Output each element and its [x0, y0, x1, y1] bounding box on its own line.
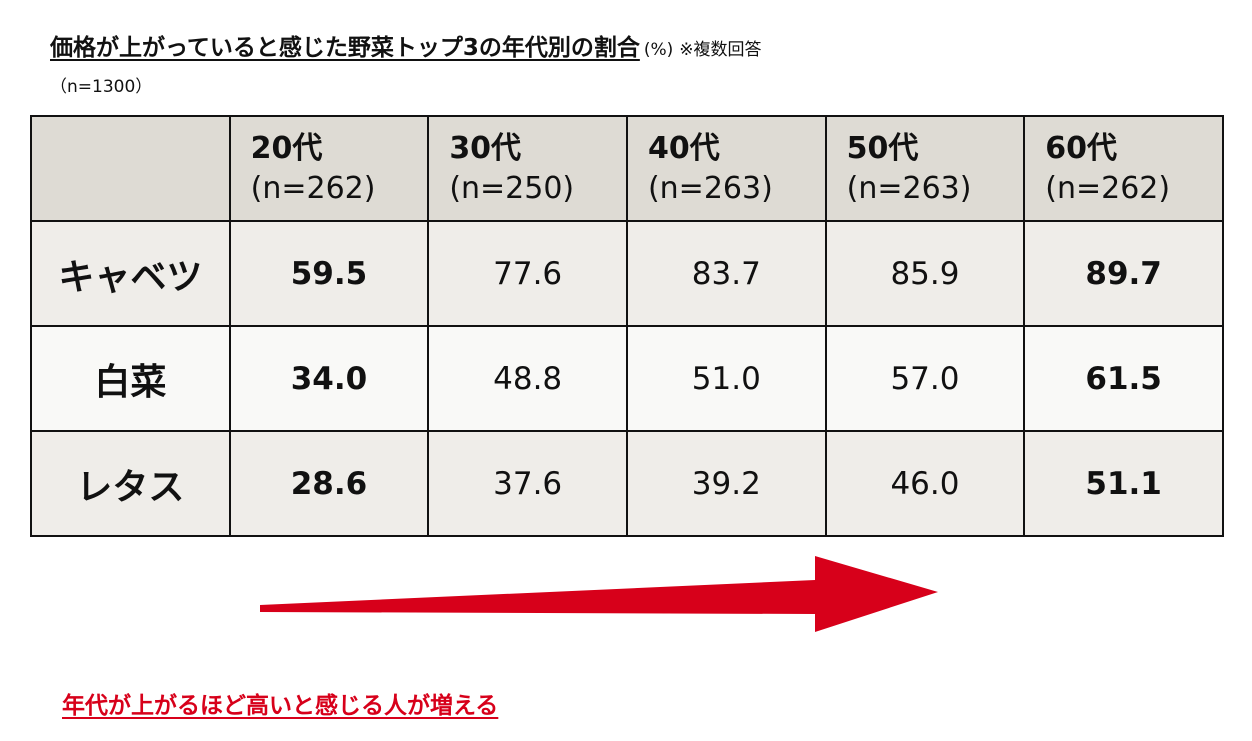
- age-group: 40代: [647, 130, 720, 166]
- value-cell: 59.5: [228, 220, 430, 327]
- column-header: 20代 (n=262): [228, 115, 430, 222]
- value-cell: 34.0: [228, 325, 430, 432]
- title: 価格が上がっていると感じた野菜トップ3の年代別の割合: [50, 35, 640, 61]
- column-header: 60代 (n=262): [1023, 115, 1224, 222]
- age-group: 60代: [1045, 130, 1118, 166]
- unit: (%): [643, 40, 674, 60]
- value-cell: 46.0: [824, 430, 1026, 537]
- value-cell: 83.7: [625, 220, 827, 327]
- value-cell: 89.7: [1023, 220, 1224, 327]
- value-cell: 61.5: [1023, 325, 1224, 432]
- column-header: 40代 (n=263): [625, 115, 827, 222]
- age-group: 50代: [846, 130, 919, 166]
- sample-size: (n=250): [449, 170, 575, 206]
- title-line: 価格が上がっていると感じた野菜トップ3の年代別の割合 (%) ※複数回答: [50, 28, 762, 62]
- row-label: キャベツ: [30, 220, 231, 327]
- sample-size: (n=262): [1045, 170, 1171, 206]
- age-group: 20代: [250, 130, 323, 166]
- value-cell: 48.8: [427, 325, 628, 432]
- sample-size: （n=1300）: [50, 77, 153, 97]
- value-cell: 57.0: [824, 325, 1026, 432]
- value-cell: 77.6: [427, 220, 628, 327]
- value-cell: 37.6: [427, 430, 628, 537]
- value-cell: 28.6: [228, 430, 430, 537]
- footer: 年代が上がるほど高いと感じる人が増える: [62, 693, 499, 719]
- note: ※複数回答: [679, 40, 762, 60]
- age-group: 30代: [449, 130, 522, 166]
- value-cell: 51.1: [1023, 430, 1224, 537]
- arrow: [260, 556, 938, 632]
- column-header: 30代 (n=250): [427, 115, 628, 222]
- corner-cell: [30, 115, 231, 222]
- data-table: 20代 (n=262) 30代 (n=250) 40代 (n=263) 50代 (n=263)…: [30, 115, 1224, 537]
- data-row: レタス 28.6 37.6 39.2 46.0 51.1: [30, 430, 1224, 537]
- row-label: レタス: [30, 430, 231, 537]
- sample-size: (n=263): [846, 170, 972, 206]
- header-row: 20代 (n=262) 30代 (n=250) 40代 (n=263) 50代 (n=263)…: [30, 115, 1224, 222]
- value-cell: 51.0: [625, 325, 827, 432]
- sample-size: (n=262): [250, 170, 376, 206]
- value-cell: 39.2: [625, 430, 827, 537]
- row-label: 白菜: [30, 325, 231, 432]
- column-header: 50代 (n=263): [824, 115, 1026, 222]
- value-cell: 85.9: [824, 220, 1026, 327]
- data-row: キャベツ 59.5 77.6 83.7 85.9 89.7: [30, 220, 1224, 327]
- data-row: 白菜 34.0 48.8 51.0 57.0 61.5: [30, 325, 1224, 432]
- sample-size: (n=263): [647, 170, 773, 206]
